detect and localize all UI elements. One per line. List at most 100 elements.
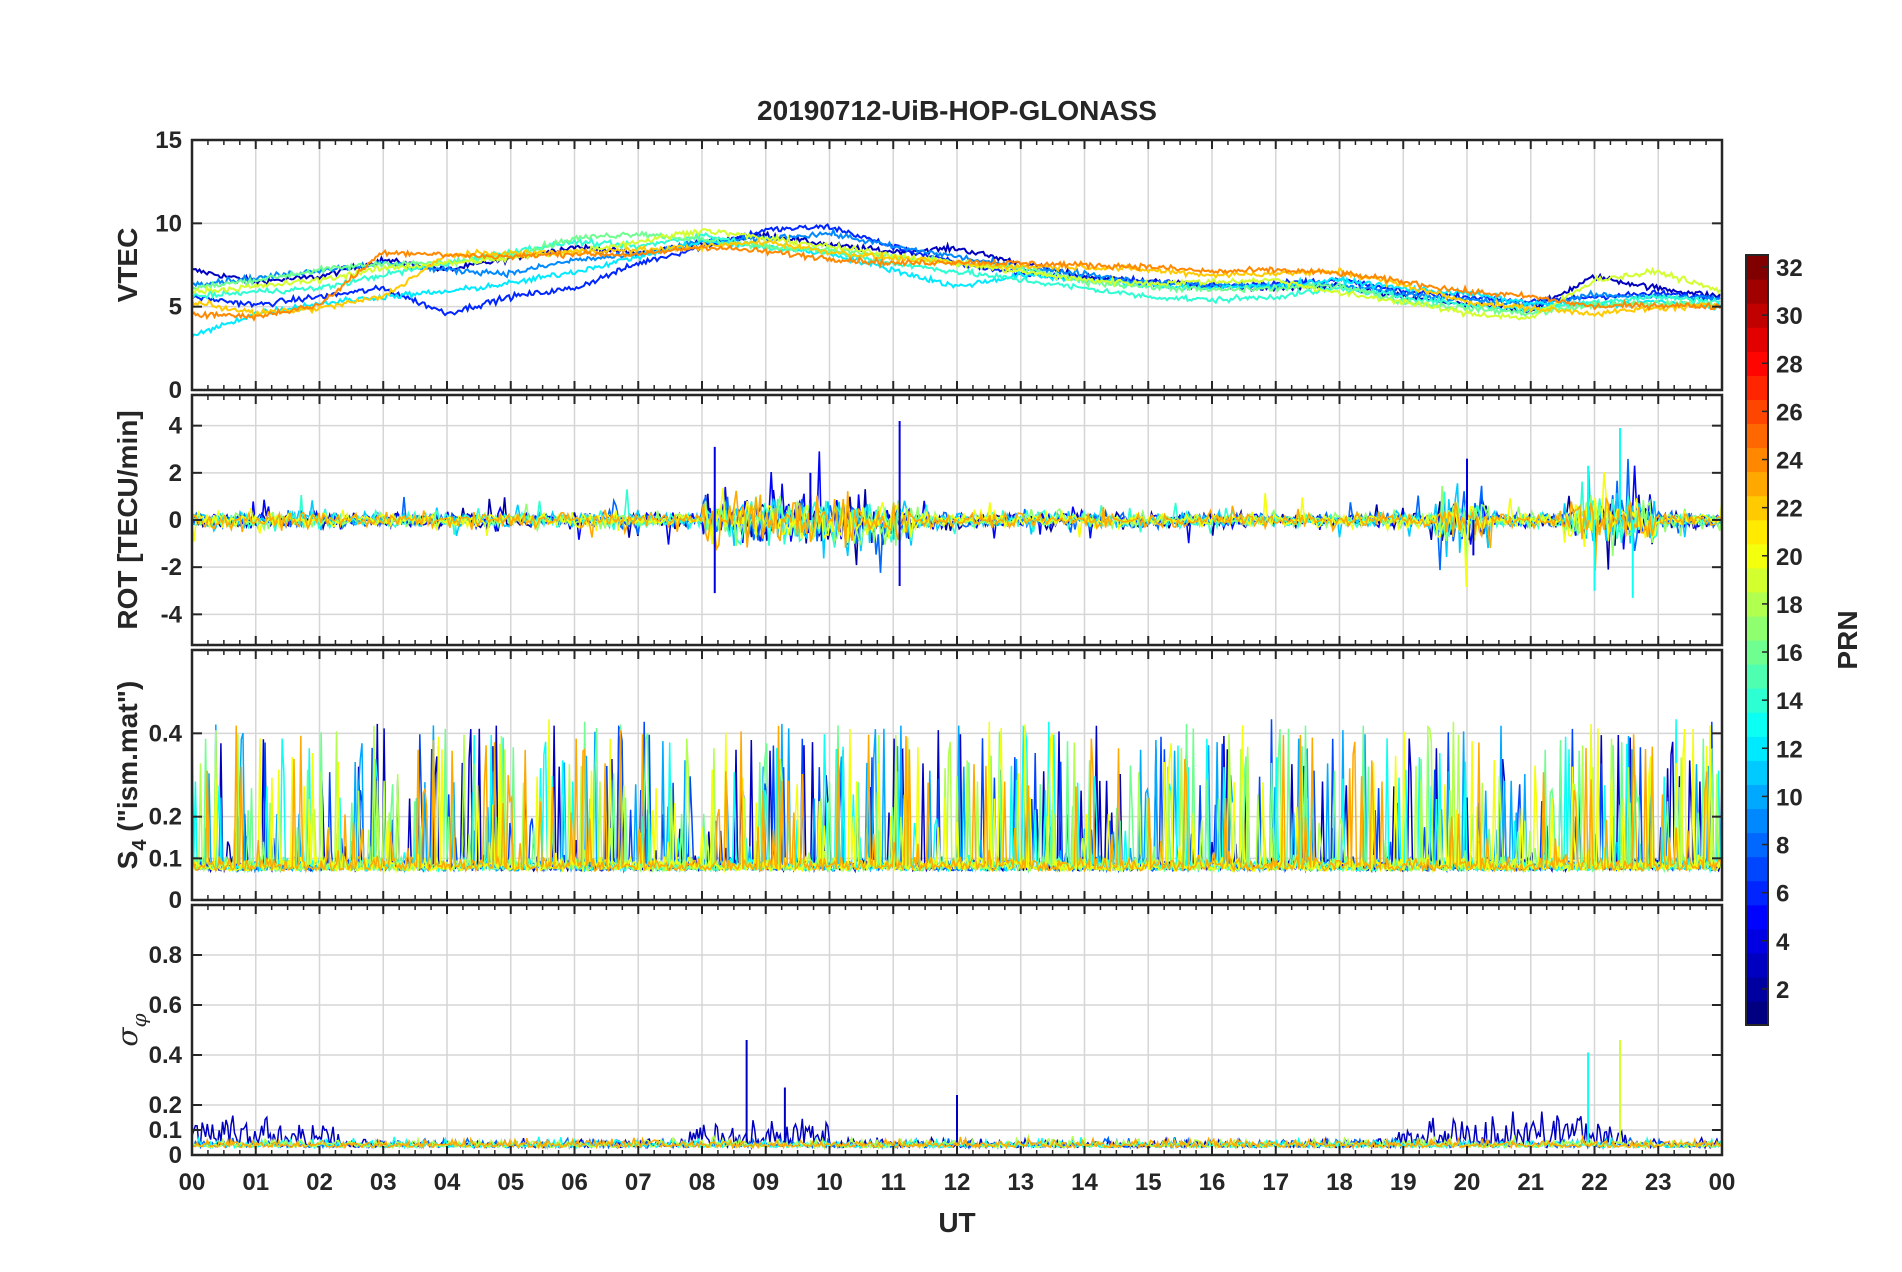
colorbar-band [1746,1000,1768,1026]
colorbar-band [1746,471,1768,497]
colorbar-band [1746,952,1768,978]
colorbar-band [1746,880,1768,906]
panel-vtec: 0 5 10 15 VTEC [112,127,1724,404]
x-tick-label: 01 [242,1169,269,1196]
s4-yticks: 0 0.1 0.2 0.4 [149,650,1723,914]
sigma-ylabel: σφ [111,1013,151,1046]
colorbar-band [1746,808,1768,834]
rot-ytick-label: -4 [161,601,183,628]
x-tick-label: 14 [1071,1169,1098,1196]
sigma-ytick-label: 0 [169,1142,182,1169]
colorbar-tick-label: 30 [1776,303,1803,330]
s4-ylabel-main: S [112,851,143,870]
colorbar-band [1746,519,1768,545]
x-tick-label: 10 [816,1169,843,1196]
x-tick-label: 00 [1709,1169,1736,1196]
s4-ytick-label: 0.1 [149,845,182,872]
colorbar-band [1746,784,1768,810]
s4-series [192,719,1722,874]
panel-s4: 0 0.1 0.2 0.4 S4 ("ism.mat") [112,648,1724,914]
rot-ytick-label: -2 [161,554,182,581]
x-tick-label: 09 [752,1169,779,1196]
colorbar-band [1746,736,1768,761]
colorbar-band [1746,303,1768,328]
colorbar-band [1746,856,1768,882]
rot-yticks: -4 -2 0 2 4 [161,395,1723,645]
sigma-yticks: 00.10.2 0.4 0.6 0.8 [149,905,1723,1169]
s4-ytick-label: 0.4 [149,720,183,747]
colorbar-tick-label: 10 [1776,784,1803,811]
x-tick-label: 17 [1262,1169,1289,1196]
x-tick-label: 00 [179,1169,206,1196]
x-tick-label: 20 [1454,1169,1481,1196]
vtec-ytick-label: 0 [169,377,182,404]
colorbar-tick-label: 14 [1776,688,1803,715]
sigma-ylabel-main: σ [111,1027,144,1047]
vtec-line-prn-24 [192,244,1721,322]
rot-ytick-label: 4 [169,413,183,440]
colorbar-band [1746,760,1768,785]
colorbar-band [1746,688,1768,713]
colorbar-tick-label: 2 [1776,977,1789,1004]
colorbar-band [1746,543,1768,569]
x-tick-label: 12 [944,1169,971,1196]
panel-sigma-phi: 00.10.2 0.4 0.6 0.8 σφ [111,903,1724,1169]
s4-ylabel-rest: ("ism.mat") [112,681,143,840]
sigma-ytick-label: 0.4 [149,1042,183,1069]
x-tick-label: 23 [1645,1169,1672,1196]
sigma-ylabel-sub: φ [127,1013,151,1027]
colorbar-frame [1745,254,1769,1026]
colorbar-band [1746,351,1768,376]
sigma-ytick-label: 0.6 [149,992,182,1019]
colorbar-tick-label: 22 [1776,496,1803,523]
vtec-ylabel: VTEC [112,228,143,303]
rot-ytick-label: 2 [169,460,182,487]
x-axis-label: UT [938,1207,975,1238]
x-tick-label: 18 [1326,1169,1353,1196]
x-tick-label: 07 [625,1169,652,1196]
colorbar-band [1746,591,1768,617]
colorbar-tick-label: 18 [1776,592,1803,619]
colorbar-tick-label: 8 [1776,833,1789,860]
colorbar-band [1746,664,1768,689]
x-tick-label: 16 [1199,1169,1226,1196]
colorbar-tick-label: 32 [1776,255,1803,282]
rot-series [192,420,1722,598]
colorbar-tick-label: 4 [1776,929,1790,956]
sigma-ytick-label: 0.2 [149,1092,182,1119]
vtec-line-prn-9 [192,226,1721,309]
colorbar-band [1746,976,1768,1002]
colorbar-band [1746,495,1768,521]
x-tick-label: 03 [370,1169,397,1196]
colorbar-tick-label: 26 [1776,399,1803,426]
x-tick-labels: 00 01 02 03 04 05 06 07 08 09 10 11 12 13 14 15 16 17 18 19… [179,1169,1736,1196]
colorbar-band [1746,712,1768,737]
x-tick-label: 19 [1390,1169,1417,1196]
vtec-ytick-label: 10 [155,210,182,237]
colorbar-tick-label: 6 [1776,881,1789,908]
s4-ytick-label: 0.2 [149,804,182,831]
colorbar-band [1746,279,1768,304]
x-tick-label: 21 [1517,1169,1544,1196]
s4-ylabel-sub: 4 [129,839,151,851]
colorbar-band [1746,447,1768,473]
colorbar-band [1746,423,1768,449]
vtec-ytick-label: 5 [169,294,182,321]
colorbar-band [1746,640,1768,665]
x-tick-label: 05 [497,1169,524,1196]
x-tick-label: 15 [1135,1169,1162,1196]
rot-ylabel: ROT [TECU/min] [112,410,143,629]
vtec-ytick-label: 15 [155,127,182,154]
x-tick-label: 22 [1581,1169,1608,1196]
s4-line-prn-20 [192,719,1722,874]
colorbar-tick-label: 12 [1776,736,1803,763]
colorbar-tick-label: 16 [1776,640,1803,667]
rot-line-prn-20 [192,471,1722,588]
x-tick-label: 08 [689,1169,716,1196]
colorbar-band [1746,375,1768,400]
x-tick-label: 13 [1007,1169,1034,1196]
sigma-ytick-label: 0.8 [149,942,182,969]
panel-rot: -4 -2 0 2 4 ROT [TECU/min] [112,393,1724,647]
